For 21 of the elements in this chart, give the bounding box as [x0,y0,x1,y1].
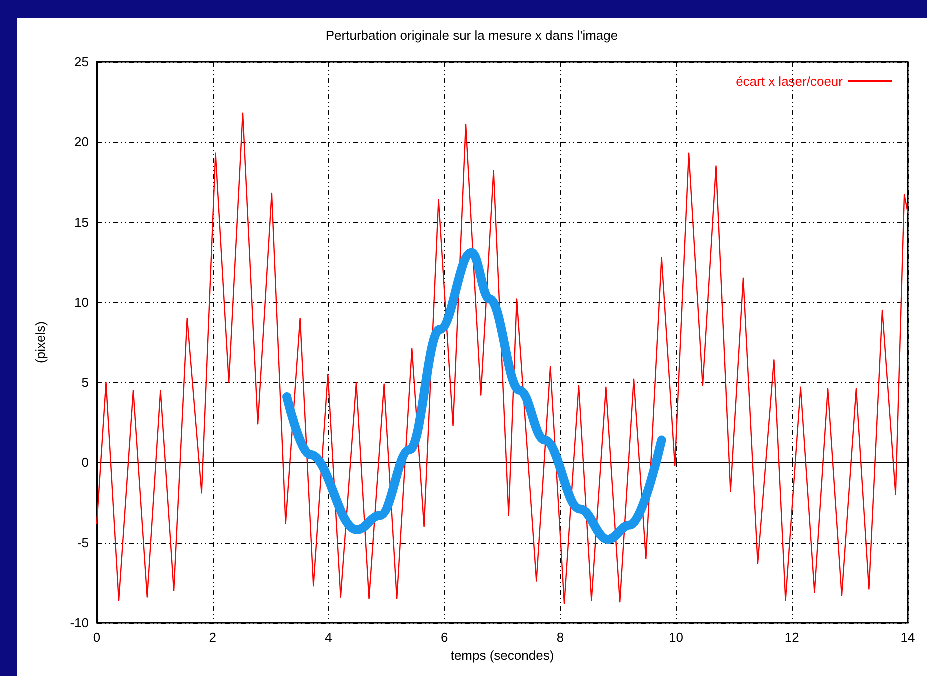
chart-title: Perturbation originale sur la mesure x dans l'image [326,28,618,43]
legend-label: écart x laser/coeur [736,74,844,89]
x-tick-label: 6 [440,630,448,645]
y-tick-label: 0 [82,455,89,470]
y-tick-label: -10 [70,616,89,630]
x-tick-label: 0 [93,630,101,645]
x-tick-label: 8 [556,630,564,645]
y-tick-label: 25 [74,54,89,70]
y-tick-label: 20 [74,134,89,150]
x-axis-title: temps (secondes) [450,648,554,663]
line-series [96,112,909,604]
y-tick-label: 15 [74,214,89,230]
x-tick-label: 2 [209,630,216,645]
x-tick-label: 14 [900,630,916,645]
y-tick-label: 5 [82,375,89,390]
y-axis-title: (pixels) [33,322,48,364]
x-tick-label: 12 [784,630,800,645]
y-tick-label: 10 [74,294,89,310]
x-tick-label: 4 [325,630,332,645]
x-tick-label: 10 [669,630,684,645]
y-tick-label: -5 [77,535,89,550]
